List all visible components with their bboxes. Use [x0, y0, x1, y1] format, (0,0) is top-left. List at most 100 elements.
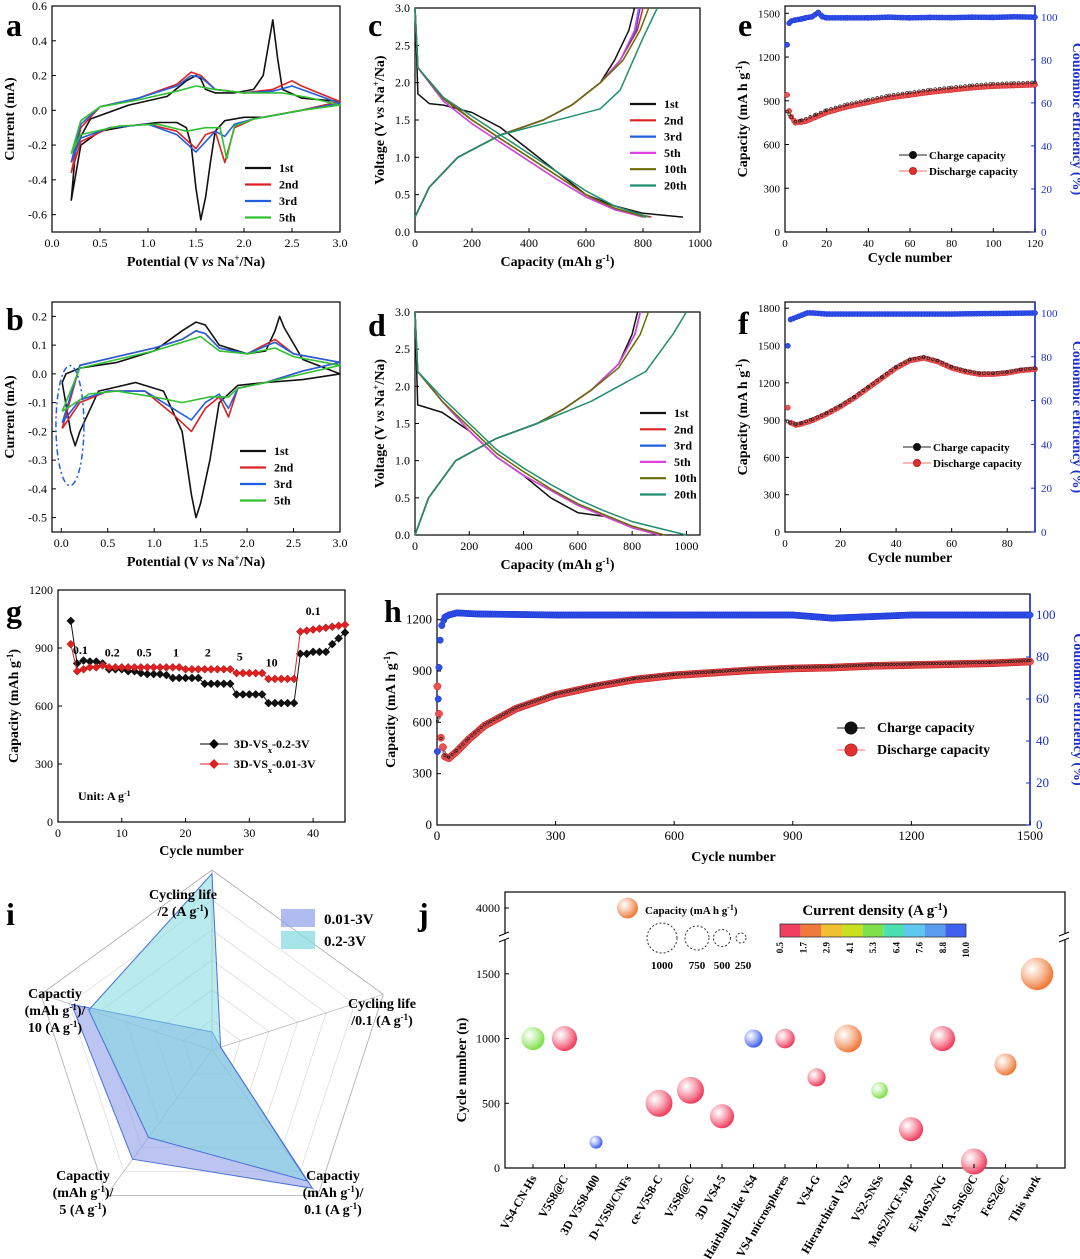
x-tick-label: 0.5 [100, 536, 115, 550]
rate-marker [327, 639, 337, 649]
x-tick-label: 600 [577, 236, 595, 250]
panel-letter-e: e [738, 7, 752, 43]
charge-point [880, 375, 884, 379]
y-axis-label: Capacity (mA h g-1) [734, 358, 751, 475]
charge-point [898, 662, 902, 666]
cv-curve-2nd [61, 329, 341, 433]
charge-point [949, 661, 953, 665]
y-tick-label: 900 [35, 641, 53, 655]
rate-marker [149, 669, 159, 679]
charge-point [585, 685, 589, 689]
axis-break-mask [1060, 934, 1070, 940]
colorbar-tick: 10.0 [961, 942, 971, 958]
rate-marker [308, 647, 318, 657]
discharge-curve-3rd [414, 7, 647, 218]
legend-label: Charge capacity [933, 442, 1010, 454]
x-tick-label: 0.5 [93, 236, 108, 250]
charge-point [977, 371, 982, 375]
charge-point [866, 385, 871, 389]
legend-label: Charge capacity [929, 150, 1006, 162]
charge-point [901, 662, 906, 666]
legend-swatch [281, 909, 315, 927]
charge-point [908, 357, 912, 362]
category-label: VS4-CN-Hs [497, 1172, 540, 1232]
charge-point [958, 84, 963, 89]
rate-marker [257, 668, 267, 678]
charge-point [546, 695, 550, 699]
ce-point [1032, 310, 1038, 316]
legend-label: 1st [664, 97, 679, 111]
legend-swatch-discharge [913, 459, 921, 467]
legend-label: 1st [674, 406, 689, 420]
charge-point [1020, 659, 1024, 663]
charge-point [871, 97, 875, 101]
charge-point [1014, 368, 1018, 373]
charge-point [871, 381, 875, 386]
size-legend-label: 500 [714, 960, 731, 972]
rate-marker [104, 662, 114, 672]
charge-point [569, 688, 573, 693]
charge-point [1001, 660, 1005, 664]
charge-point [554, 692, 558, 696]
charge-point [724, 669, 728, 673]
discharge-curve-2nd [414, 7, 652, 218]
charge-point [467, 736, 471, 740]
y-tick-label: 600 [764, 452, 781, 464]
rate-marker [136, 662, 146, 672]
y-tick-label: 2.0 [395, 76, 410, 90]
rate-marker [206, 679, 216, 689]
panel-letter-j: j [417, 896, 429, 932]
charge-point [852, 664, 857, 668]
charge-point [971, 661, 975, 665]
charge-point [829, 106, 833, 111]
charge-point [470, 734, 474, 738]
x-tick-label: 0 [782, 238, 788, 250]
rate-marker [66, 639, 76, 649]
charge-curve-3rd [414, 7, 641, 218]
rate-marker [162, 670, 171, 680]
charge-point [991, 81, 996, 86]
charge-point [799, 118, 804, 122]
charge-point [770, 666, 774, 670]
x-tick-label: 0 [434, 828, 441, 843]
x-tick-label: 400 [515, 539, 533, 553]
y-tick-label: -0.5 [28, 511, 47, 525]
charge-point [1033, 80, 1037, 85]
charge-point [908, 662, 912, 666]
rate-marker [340, 620, 350, 630]
charge-point [861, 388, 866, 393]
charge-curve-20th [414, 7, 658, 218]
x-tick-label: 0 [412, 236, 418, 250]
charge-point [789, 665, 793, 670]
x-tick-label: 1.5 [193, 536, 208, 550]
charge-point [625, 678, 629, 682]
ce-point [784, 41, 790, 48]
rate-marker [244, 668, 254, 678]
y-tick-label: 600 [35, 699, 53, 713]
discharge-point [784, 404, 791, 411]
rate-marker [264, 698, 273, 708]
charge-point [996, 370, 1000, 375]
rate-marker [187, 673, 197, 683]
charge-point [667, 673, 672, 677]
cycling-plot-h: 0 300 600 900 1200 1500 1200 900 600 300 0 100 80 60 4… [382, 593, 1080, 865]
x-tick-label: 20 [180, 826, 192, 840]
charge-curve-5th [414, 7, 640, 218]
y2-tick-label: 0 [1041, 527, 1047, 539]
rate-label: 5 [237, 650, 243, 664]
charge-point [854, 100, 859, 105]
y2-tick-label: 100 [1041, 308, 1058, 320]
size-legend-circle [646, 922, 678, 954]
y-axis-label: Capacity (mA h g-1) [382, 651, 399, 768]
x-tick-label: 40 [307, 826, 319, 840]
charge-point [661, 673, 665, 678]
rate-marker [155, 662, 165, 672]
charge-point [750, 667, 754, 671]
charge-point [447, 755, 451, 759]
charge-point [664, 673, 668, 677]
size-legend-circle [713, 929, 731, 947]
charge-point [944, 362, 949, 367]
colorbar-cell [862, 924, 884, 937]
y-tick-label: 1200 [29, 583, 53, 597]
charge-point [894, 365, 898, 369]
